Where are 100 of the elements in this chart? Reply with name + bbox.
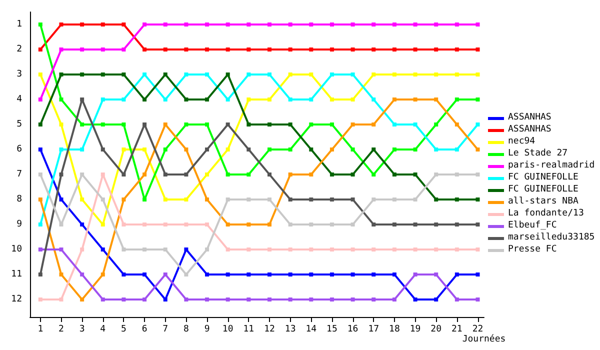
point bbox=[38, 22, 42, 26]
x-tick-label: 21 bbox=[452, 324, 462, 334]
point bbox=[142, 298, 147, 302]
point bbox=[372, 298, 376, 302]
point bbox=[454, 148, 459, 152]
point bbox=[288, 98, 292, 102]
point bbox=[309, 198, 314, 202]
point bbox=[142, 22, 147, 26]
point bbox=[330, 222, 334, 226]
point bbox=[392, 222, 396, 226]
point bbox=[184, 122, 188, 126]
point bbox=[142, 72, 147, 76]
point bbox=[163, 72, 168, 76]
point bbox=[392, 148, 396, 152]
point bbox=[372, 248, 376, 252]
point bbox=[392, 248, 396, 252]
point bbox=[350, 48, 355, 52]
point bbox=[413, 48, 418, 52]
point bbox=[184, 148, 188, 152]
x-tick-label: 17 bbox=[368, 324, 380, 334]
point bbox=[267, 48, 272, 52]
point bbox=[309, 122, 314, 126]
legend-label: FC GUINEFOLLE bbox=[508, 184, 578, 194]
point bbox=[122, 172, 126, 176]
point bbox=[454, 298, 459, 302]
point bbox=[309, 48, 314, 52]
legend-label: Le Stade 27 bbox=[508, 148, 568, 158]
point bbox=[205, 198, 210, 202]
point bbox=[246, 48, 251, 52]
point bbox=[59, 198, 64, 202]
point bbox=[100, 272, 105, 276]
point bbox=[392, 22, 396, 26]
point bbox=[372, 148, 376, 152]
point bbox=[205, 248, 210, 252]
point bbox=[309, 148, 314, 152]
point bbox=[59, 298, 64, 302]
point bbox=[413, 298, 418, 302]
point bbox=[454, 98, 459, 102]
point bbox=[350, 98, 355, 102]
point bbox=[205, 172, 210, 176]
legend-label: paris-realmadrid bbox=[508, 160, 595, 170]
point bbox=[100, 98, 105, 102]
y-tick-label: 2 bbox=[16, 44, 22, 54]
point bbox=[246, 298, 251, 302]
x-tick-label: 8 bbox=[183, 324, 189, 334]
legend-label: ASSANHAS bbox=[508, 112, 552, 122]
point bbox=[434, 148, 438, 152]
point bbox=[59, 248, 64, 252]
point bbox=[205, 72, 210, 76]
point bbox=[100, 298, 105, 302]
point bbox=[330, 72, 334, 76]
point bbox=[267, 22, 272, 26]
x-tick-label: 7 bbox=[162, 324, 168, 334]
point bbox=[80, 72, 84, 76]
point bbox=[454, 122, 459, 126]
x-tick-label: 19 bbox=[410, 324, 421, 334]
legend-label: nec94 bbox=[508, 136, 536, 146]
point bbox=[350, 172, 355, 176]
point bbox=[246, 98, 251, 102]
point bbox=[205, 272, 210, 276]
point bbox=[392, 48, 396, 52]
point bbox=[226, 98, 230, 102]
point bbox=[205, 98, 210, 102]
point bbox=[267, 122, 272, 126]
point bbox=[350, 122, 355, 126]
point bbox=[226, 298, 230, 302]
point bbox=[267, 148, 272, 152]
point bbox=[122, 122, 126, 126]
point bbox=[476, 72, 480, 76]
point bbox=[142, 198, 147, 202]
point bbox=[372, 272, 376, 276]
point bbox=[476, 148, 480, 152]
point bbox=[246, 122, 251, 126]
point bbox=[226, 222, 230, 226]
point bbox=[350, 148, 355, 152]
point bbox=[350, 248, 355, 252]
point bbox=[226, 48, 230, 52]
point bbox=[246, 248, 251, 252]
y-tick-label: 12 bbox=[11, 294, 22, 304]
point bbox=[38, 122, 42, 126]
point bbox=[184, 22, 188, 26]
point bbox=[184, 48, 188, 52]
point bbox=[122, 22, 126, 26]
point bbox=[100, 122, 105, 126]
point bbox=[288, 72, 292, 76]
point bbox=[309, 22, 314, 26]
point bbox=[413, 172, 418, 176]
point bbox=[288, 22, 292, 26]
point bbox=[350, 22, 355, 26]
point bbox=[413, 272, 418, 276]
point bbox=[350, 272, 355, 276]
point bbox=[350, 72, 355, 76]
point bbox=[122, 48, 126, 52]
point bbox=[476, 248, 480, 252]
point bbox=[38, 272, 42, 276]
point bbox=[38, 48, 42, 52]
point bbox=[330, 248, 334, 252]
point bbox=[226, 272, 230, 276]
point bbox=[434, 272, 438, 276]
point bbox=[288, 272, 292, 276]
